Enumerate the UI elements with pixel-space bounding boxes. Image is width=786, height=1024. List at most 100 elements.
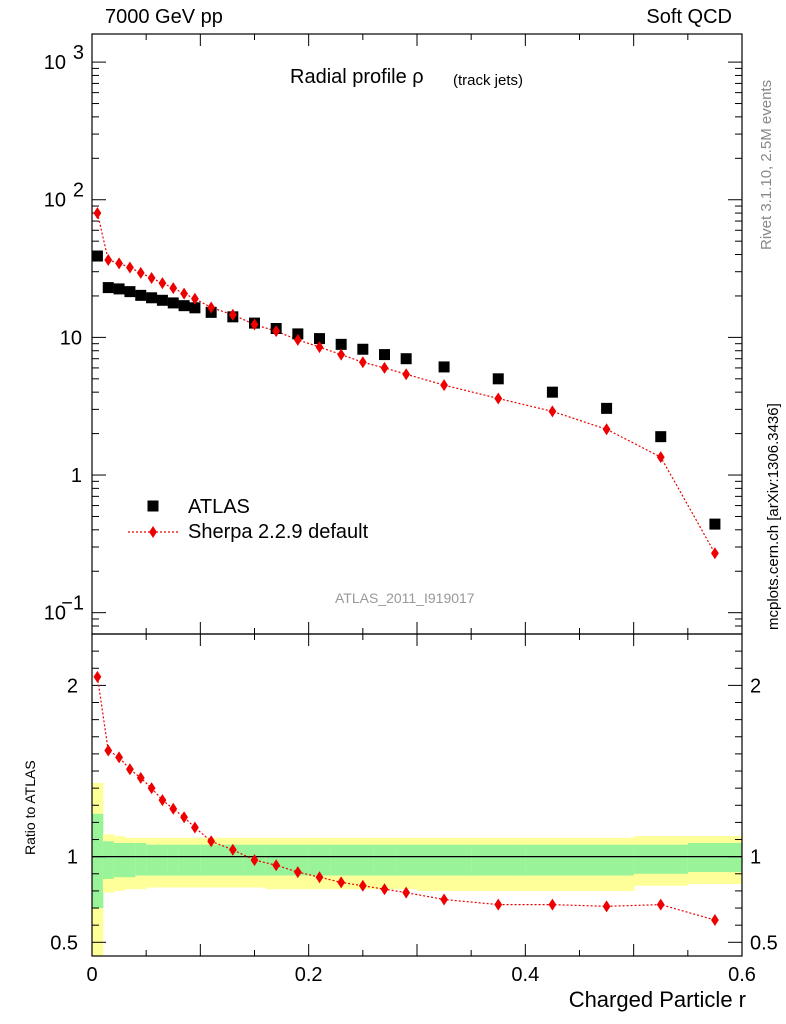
atlas-data-point: [438, 361, 450, 373]
sherpa-ratio-point: [656, 898, 665, 911]
uncertainty-band-inner: [471, 844, 526, 876]
sherpa-data-point: [228, 308, 237, 321]
x-tick-label: 0.2: [295, 964, 323, 986]
atlas-data-point: [124, 286, 136, 298]
y-tick-label-exponent: 2: [73, 180, 84, 202]
sherpa-data-point: [158, 277, 167, 290]
legend-atlas-label: ATLAS: [188, 496, 250, 518]
uncertainty-band-inner: [352, 844, 375, 876]
atlas-data-point: [189, 302, 201, 314]
uncertainty-band-inner: [200, 844, 223, 876]
x-tick-label: 0.6: [728, 964, 756, 986]
sherpa-ratio-point: [207, 835, 216, 848]
uncertainty-band-inner: [308, 844, 331, 876]
uncertainty-band-inner: [135, 842, 147, 876]
sherpa-ratio-point: [337, 876, 346, 889]
sherpa-ratio-point: [315, 871, 324, 884]
atlas-data-point: [91, 250, 103, 262]
uncertainty-band-inner: [167, 844, 180, 876]
ratio-y-tick-label-right: 2: [750, 675, 761, 697]
sherpa-data-point: [711, 547, 719, 560]
uncertainty-band-inner: [102, 841, 115, 879]
sherpa-data-point: [191, 292, 199, 305]
sherpa-data-point: [380, 361, 389, 374]
sherpa-ratio-point: [548, 898, 557, 911]
uncertainty-band-inner: [579, 844, 635, 876]
legend-atlas-marker: [147, 500, 159, 512]
atlas-data-point: [335, 338, 347, 350]
rivet-version-label: Rivet 3.1.10, 2.5M events: [758, 79, 775, 250]
sherpa-ratio-point: [494, 898, 503, 911]
sherpa-data-point: [272, 325, 281, 338]
sherpa-ratio-point: [158, 794, 167, 807]
atlas-data-point: [167, 297, 179, 309]
sherpa-ratio-point: [191, 821, 199, 834]
uncertainty-band-inner: [113, 842, 125, 878]
ratio-y-tick-label: 2: [67, 675, 78, 697]
sherpa-ratio-point: [602, 900, 611, 913]
sherpa-ratio-point: [272, 859, 281, 872]
uncertainty-band-inner: [92, 813, 104, 909]
atlas-data-point: [102, 282, 114, 294]
sherpa-ratio-point: [440, 893, 448, 906]
legend-sherpa-marker: [149, 526, 157, 538]
sherpa-data-point: [358, 356, 367, 369]
x-axis-label: Charged Particle r: [568, 987, 746, 1012]
uncertainty-band-inner: [146, 844, 158, 876]
mcplots-reference-label: mcplots.cern.ch [arXiv:1306.3436]: [765, 403, 782, 630]
atlas-data-point: [546, 386, 558, 398]
ratio-plot-frame: [91, 633, 743, 957]
x-tick-label: 0.4: [511, 964, 539, 986]
sherpa-data-point: [207, 301, 216, 314]
ratio-bands: [92, 783, 742, 956]
sherpa-data-point: [337, 348, 346, 361]
y-tick-label-exponent: −1: [61, 593, 84, 615]
ratio-axis-label: Ratio to ATLAS: [22, 760, 38, 855]
sherpa-data-point: [315, 341, 324, 354]
sherpa-data-point: [126, 261, 134, 274]
atlas-data-point: [400, 353, 412, 365]
atlas-data-point: [492, 373, 504, 385]
y-tick-label: 10: [44, 52, 66, 74]
header-process-label: Soft QCD: [646, 6, 732, 28]
sherpa-data-point: [602, 423, 611, 436]
sherpa-data-point: [293, 333, 302, 346]
sherpa-data-point: [494, 392, 503, 405]
header-energy-label: 7000 GeV pp: [105, 6, 223, 28]
sherpa-data-point: [169, 282, 178, 295]
uncertainty-band-inner: [417, 844, 472, 876]
plot-title: Radial profile ρ: [290, 66, 424, 88]
sherpa-data-point: [147, 272, 156, 285]
sherpa-ratio-point: [126, 763, 134, 776]
sherpa-ratio-point: [169, 802, 178, 815]
atlas-data-point: [135, 289, 147, 301]
uncertainty-band-inner: [189, 844, 201, 876]
sherpa-ratio-point: [711, 914, 719, 927]
sherpa-data-point: [250, 318, 259, 331]
x-tick-label: 0: [86, 964, 97, 986]
sherpa-data-point: [656, 451, 665, 464]
y-tick-label: 1: [71, 465, 82, 487]
sherpa-ratio-point: [93, 670, 102, 683]
y-tick-label: 10: [44, 603, 66, 625]
y-tick-label: 10: [44, 190, 66, 212]
atlas-data-point: [178, 300, 190, 312]
sherpa-ratio-point: [402, 886, 411, 899]
atlas-data-point: [146, 292, 158, 304]
uncertainty-band-inner: [178, 844, 190, 876]
uncertainty-band-inner: [395, 844, 418, 876]
uncertainty-band-inner: [124, 842, 136, 878]
sherpa-data-point: [93, 207, 102, 220]
uncertainty-band-inner: [525, 844, 580, 876]
sherpa-data-point: [548, 405, 557, 418]
sherpa-ratio-point: [180, 811, 188, 824]
legend-sherpa-label: Sherpa 2.2.9 default: [188, 521, 369, 543]
atlas-data-point: [379, 349, 390, 361]
ratio-y-tick-label: 0.5: [50, 932, 78, 954]
atlas-data-point: [113, 283, 125, 295]
sherpa-ratio-point: [380, 883, 389, 896]
sherpa-ratio-point: [136, 771, 145, 784]
sherpa-data-point: [180, 287, 188, 300]
sherpa-data-point: [440, 379, 448, 392]
ratio-y-tick-label-right: 0.5: [750, 932, 778, 954]
